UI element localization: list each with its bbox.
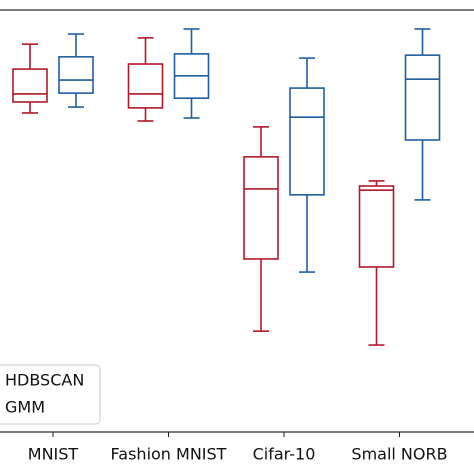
legend-label: HDBSCAN [5,371,84,390]
x-tick-label: Fashion MNIST [111,445,227,464]
x-tick-label: Cifar-10 [253,445,316,464]
legend-label: GMM [5,398,45,417]
box [58,56,94,94]
box [358,185,395,268]
box [243,156,279,260]
box [289,87,325,196]
box [404,54,441,141]
x-tick-label: Small NORB [351,445,447,464]
box [127,63,164,109]
x-tick-label: MNIST [28,445,79,464]
box [12,68,48,103]
legend-box [0,364,101,425]
plot-frame [0,9,474,433]
